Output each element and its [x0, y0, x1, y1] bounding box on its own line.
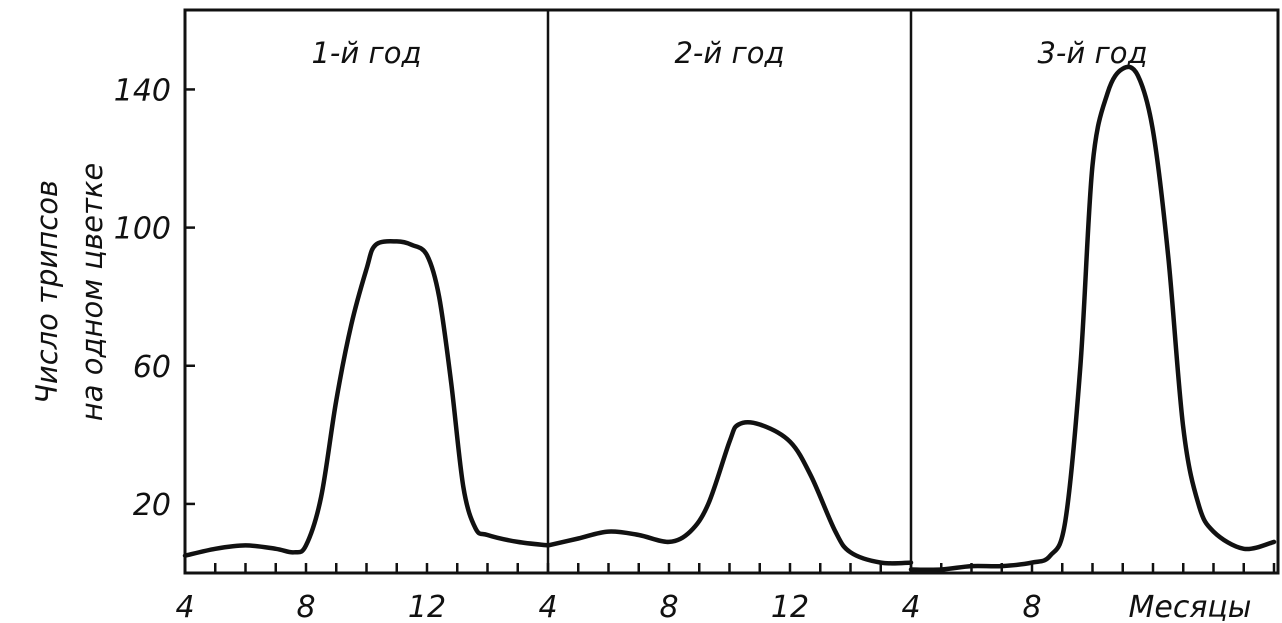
- panel-title-2: 2-й год: [674, 36, 784, 70]
- y-axis-label-line-1: Число трипсов: [30, 180, 64, 404]
- x-tick-label: 12: [771, 590, 809, 623]
- y-tick-label: 100: [114, 212, 171, 247]
- text-layer: 20 60 100 140 1-й год 4 8 12 2-й год 4 8 12 3-й год 4…: [114, 36, 1148, 623]
- series-line-year-2: [545, 420, 914, 566]
- curves-layer: [182, 64, 1277, 573]
- panel-title-3: 3-й год: [1037, 36, 1147, 70]
- series-line-year-1: [182, 239, 551, 558]
- x-axis-label: Месяцы: [1129, 590, 1252, 623]
- x-tick-label: 4: [175, 590, 194, 623]
- y-axis-label-line-2: на одном цветке: [75, 163, 109, 421]
- plot-frame: [183, 8, 1280, 575]
- series-line-year-3: [908, 64, 1277, 573]
- y-tick-label: 60: [133, 350, 171, 385]
- x-tick-label: 4: [901, 590, 920, 623]
- x-tick-label: 12: [408, 590, 446, 623]
- x-tick-label: 8: [659, 590, 678, 623]
- x-tick-label: 4: [538, 590, 557, 623]
- x-tick-label: 8: [1022, 590, 1041, 623]
- ticks-layer: [183, 88, 1276, 573]
- y-tick-label: 140: [114, 73, 171, 108]
- y-tick-label: 20: [133, 488, 171, 523]
- x-tick-label: 8: [296, 590, 315, 623]
- panel-title-1: 1-й год: [311, 36, 421, 70]
